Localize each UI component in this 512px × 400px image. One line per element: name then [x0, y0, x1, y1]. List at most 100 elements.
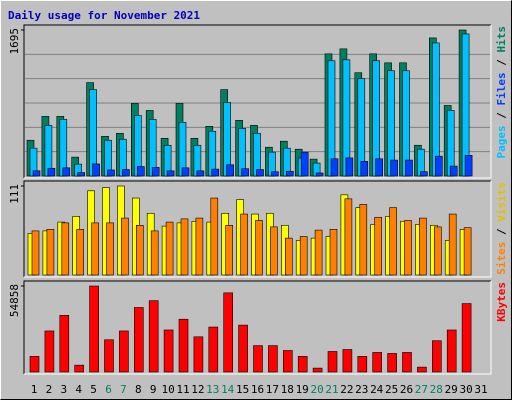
- x-tick-label: 16: [251, 383, 264, 396]
- bar: [431, 340, 442, 373]
- legend-separator: /: [495, 53, 508, 73]
- bar: [282, 350, 293, 373]
- bar: [448, 213, 457, 276]
- bar: [62, 167, 71, 177]
- bar: [345, 157, 354, 177]
- bar: [463, 227, 472, 276]
- bar: [92, 163, 100, 177]
- bar: [342, 349, 353, 373]
- bar: [136, 224, 144, 276]
- x-tick-label: 20: [310, 383, 323, 396]
- bar: [223, 292, 233, 373]
- bar: [181, 167, 190, 177]
- x-tick-label: 21: [325, 383, 338, 396]
- legend-entry: Files: [495, 72, 508, 105]
- bar: [210, 197, 219, 276]
- bar: [327, 351, 338, 373]
- bar: [271, 171, 279, 177]
- bar: [255, 220, 263, 276]
- bar: [196, 170, 205, 177]
- bar: [284, 237, 293, 276]
- bar: [300, 151, 309, 177]
- chart-title: Daily usage for November 2021: [8, 9, 200, 22]
- x-tick-label: 12: [191, 383, 204, 396]
- bar: [180, 218, 189, 276]
- bar: [32, 170, 41, 177]
- bar: [151, 167, 160, 177]
- bar: [137, 166, 145, 177]
- bar: [121, 217, 129, 276]
- bar: [253, 345, 263, 373]
- legend: Pages / Files / Hits: [495, 26, 508, 159]
- x-tick-label: 3: [60, 383, 67, 396]
- bar: [46, 228, 55, 276]
- legend-entry: Pages: [495, 125, 508, 158]
- bar: [150, 230, 159, 276]
- panel-border: [24, 181, 492, 278]
- bar: [417, 366, 427, 373]
- bar: [76, 228, 84, 276]
- bar: [357, 356, 368, 373]
- bar: [374, 216, 383, 276]
- bar: [329, 228, 338, 276]
- panel-border: [24, 25, 492, 179]
- bar: [405, 159, 413, 177]
- bar: [89, 285, 99, 373]
- bar: [404, 220, 412, 276]
- bar: [47, 167, 56, 177]
- bar: [464, 155, 473, 177]
- x-tick-label: 13: [206, 383, 219, 396]
- bar: [211, 168, 220, 177]
- x-tick-label: 18: [281, 383, 294, 396]
- bar: [360, 161, 369, 177]
- x-tick-label: 17: [266, 383, 279, 396]
- x-tick-label: 15: [236, 383, 249, 396]
- bar: [312, 367, 323, 373]
- bar: [461, 33, 470, 177]
- bar: [402, 352, 412, 373]
- bar: [449, 165, 458, 177]
- x-tick-label: 19: [296, 383, 309, 396]
- y-tick-label: 54858: [8, 284, 21, 317]
- x-tick-label: 30: [459, 383, 472, 396]
- bar: [268, 345, 278, 373]
- bar: [330, 158, 339, 177]
- panel-border: [23, 180, 491, 277]
- legend-entry: KBytes: [495, 282, 508, 322]
- bar: [74, 364, 84, 373]
- x-tick-label: 27: [415, 383, 428, 396]
- bar: [61, 222, 70, 276]
- bar: [238, 324, 248, 373]
- bar: [390, 159, 398, 177]
- bar: [107, 169, 115, 177]
- bar: [178, 318, 189, 373]
- legend-separator: /: [495, 106, 508, 126]
- x-tick-label: 24: [370, 383, 384, 396]
- bar: [419, 217, 427, 276]
- legend-entry: Hits: [495, 26, 508, 53]
- x-tick-label: 9: [150, 383, 157, 396]
- bar: [59, 315, 70, 373]
- x-tick-label: 29: [445, 383, 458, 396]
- bar: [148, 300, 159, 373]
- bar: [193, 336, 204, 373]
- legend-entry: Visits: [495, 182, 508, 222]
- x-tick-label: 1: [31, 383, 38, 396]
- x-tick-label: 11: [176, 383, 189, 396]
- x-tick-label: 23: [355, 383, 368, 396]
- bar: [119, 330, 129, 373]
- bar: [256, 169, 264, 177]
- bar: [344, 198, 353, 276]
- x-tick-label: 25: [385, 383, 398, 396]
- bar: [241, 168, 249, 177]
- bar: [44, 330, 55, 373]
- x-tick-label: 2: [46, 383, 53, 396]
- x-tick-label: 22: [340, 383, 353, 396]
- bar: [225, 224, 233, 276]
- x-tick-label: 5: [90, 383, 97, 396]
- bar: [315, 172, 324, 177]
- bar: [104, 339, 114, 373]
- bar: [446, 329, 457, 373]
